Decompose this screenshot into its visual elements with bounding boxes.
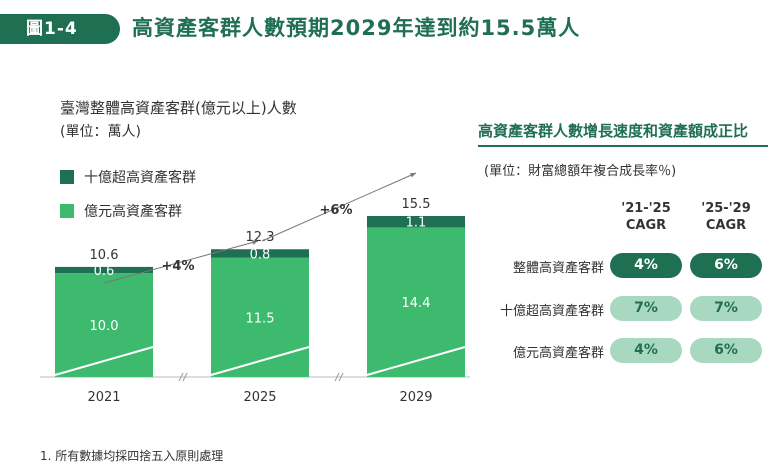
legend-label: 億元高資產客群 <box>84 204 182 220</box>
bar-value-label: 14.4 <box>402 296 431 311</box>
axis-break-mark <box>334 372 340 382</box>
legend-swatch <box>60 170 74 184</box>
figure-number-badge: 圖1-4 <box>0 14 120 44</box>
axis-break-mark <box>182 372 188 382</box>
axis-break-mark <box>338 372 344 382</box>
growth-label: +6% <box>320 203 353 218</box>
bar-break-slash <box>210 346 310 376</box>
x-tick-label: 2029 <box>399 390 432 405</box>
bar-value-label: 10.0 <box>90 319 119 334</box>
legend-item-high: 億元高資產客群 <box>60 201 182 221</box>
bar-value-label: 0.6 <box>94 264 115 279</box>
bar-value-label: 1.1 <box>406 216 427 231</box>
bar-segment <box>367 216 465 228</box>
bar-segment <box>55 273 153 377</box>
growth-arrow-line <box>103 240 259 284</box>
cagr-column-header: '21-'25 CAGR <box>621 201 671 233</box>
bar-segment <box>211 249 309 258</box>
cagr-panel-divider <box>478 145 768 147</box>
cagr-row-label: 億元高資產客群 <box>512 346 604 361</box>
cagr-value-pill: 7% <box>690 296 762 321</box>
page-title: 高資產客群人數預期2029年達到約15.5萬人 <box>132 16 581 40</box>
legend-label: 十億超高資產客群 <box>84 170 196 186</box>
stacked-bar-chart: 10.00.610.6202111.50.812.3202514.41.115.… <box>40 172 470 405</box>
bar-break-slash <box>366 346 466 376</box>
chart-title: 臺灣整體高資產客群(億元以上)人數 <box>60 99 297 117</box>
bar-value-label: 11.5 <box>246 311 275 326</box>
growth-arrow-head <box>252 240 258 245</box>
bar-total-label: 10.6 <box>90 248 119 263</box>
bar-segment <box>211 257 309 377</box>
legend-item-ultra-high: 十億超高資產客群 <box>60 167 196 187</box>
cagr-column-header: '25-'29 CAGR <box>701 201 751 233</box>
bar-value-label: 0.8 <box>250 247 271 262</box>
cagr-value-pill: 6% <box>690 253 762 278</box>
cagr-panel-title: 高資產客群人數增長速度和資產額成正比 <box>478 122 749 140</box>
axis-break-mark <box>178 372 184 382</box>
cagr-value-pill: 6% <box>690 338 762 363</box>
bar-break-slash <box>54 346 154 376</box>
growth-arrow-head <box>410 173 416 178</box>
chart-unit: (單位：萬人) <box>60 124 141 140</box>
cagr-value-pill: 7% <box>610 296 682 321</box>
cagr-row-label: 十億超高資產客群 <box>499 304 604 319</box>
x-tick-label: 2021 <box>87 390 120 405</box>
x-tick-label: 2025 <box>243 390 276 405</box>
cagr-panel-unit: (單位：財富總額年複合成長率％) <box>484 164 677 179</box>
footnote: 1. 所有數據均採四捨五入原則處理 <box>40 449 224 463</box>
bar-segment <box>55 266 153 274</box>
bar-total-label: 15.5 <box>402 197 431 212</box>
cagr-value-pill: 4% <box>610 338 682 363</box>
growth-arrow-line <box>261 172 417 242</box>
cagr-row-label: 整體高資產客群 <box>512 261 604 276</box>
cagr-value-pill: 4% <box>610 253 682 278</box>
growth-label: +4% <box>162 259 195 274</box>
legend-swatch <box>60 204 74 218</box>
